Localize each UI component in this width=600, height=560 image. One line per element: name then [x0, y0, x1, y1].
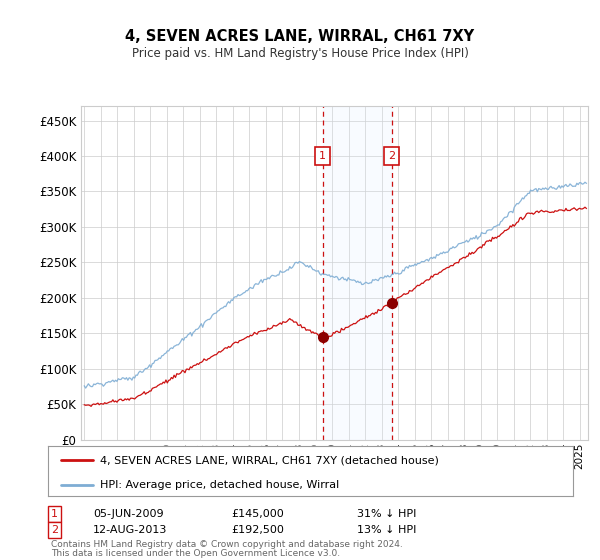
Text: 05-JUN-2009: 05-JUN-2009 — [93, 509, 164, 519]
Text: 4, SEVEN ACRES LANE, WIRRAL, CH61 7XY (detached house): 4, SEVEN ACRES LANE, WIRRAL, CH61 7XY (d… — [101, 455, 439, 465]
Text: 1: 1 — [319, 151, 326, 161]
Text: Price paid vs. HM Land Registry's House Price Index (HPI): Price paid vs. HM Land Registry's House … — [131, 46, 469, 60]
Text: £145,000: £145,000 — [231, 509, 284, 519]
Text: £192,500: £192,500 — [231, 525, 284, 535]
Text: 13% ↓ HPI: 13% ↓ HPI — [357, 525, 416, 535]
Text: 4, SEVEN ACRES LANE, WIRRAL, CH61 7XY: 4, SEVEN ACRES LANE, WIRRAL, CH61 7XY — [125, 29, 475, 44]
Text: 2: 2 — [388, 151, 395, 161]
Text: This data is licensed under the Open Government Licence v3.0.: This data is licensed under the Open Gov… — [51, 549, 340, 558]
Text: Contains HM Land Registry data © Crown copyright and database right 2024.: Contains HM Land Registry data © Crown c… — [51, 540, 403, 549]
Bar — [323, 106, 392, 440]
Text: 2: 2 — [51, 525, 58, 535]
Text: HPI: Average price, detached house, Wirral: HPI: Average price, detached house, Wirr… — [101, 480, 340, 490]
Text: 31% ↓ HPI: 31% ↓ HPI — [357, 509, 416, 519]
Text: 1: 1 — [51, 509, 58, 519]
Text: 12-AUG-2013: 12-AUG-2013 — [93, 525, 167, 535]
